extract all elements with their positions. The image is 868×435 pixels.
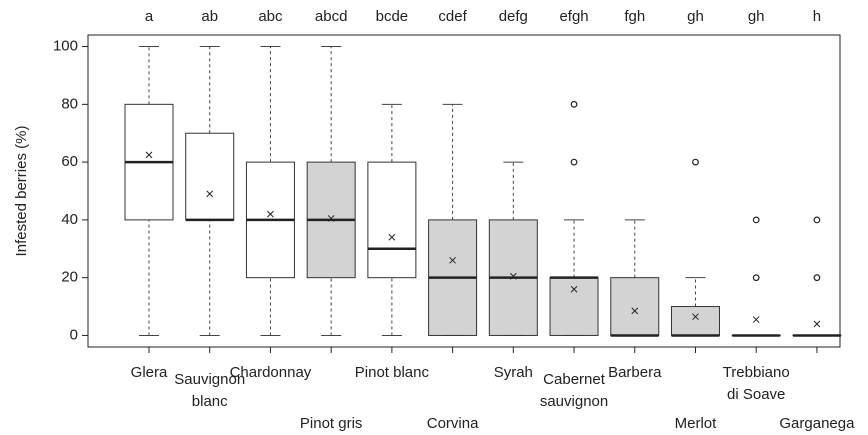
mean-marker — [327, 215, 335, 222]
x-tick-label: di Soave — [727, 386, 785, 403]
mean-marker — [145, 151, 153, 159]
x-tick-label: Glera — [131, 364, 168, 381]
group-letter: efgh — [559, 8, 588, 25]
y-tick-label: 0 — [70, 326, 78, 343]
x-tick-label: Garganega — [779, 415, 855, 432]
box — [367, 161, 417, 279]
y-tick-label: 60 — [61, 153, 78, 170]
mean-marker — [509, 272, 517, 280]
mean-marker — [449, 256, 456, 264]
outlier — [813, 274, 821, 282]
group-letter: gh — [687, 8, 704, 25]
mean-marker — [813, 320, 821, 328]
group-letter: h — [813, 8, 821, 25]
mean-marker — [267, 210, 274, 218]
outlier — [813, 216, 821, 224]
group-letter: bcde — [376, 8, 409, 25]
x-tick-label: Sauvignon — [174, 371, 245, 388]
group-letter: a — [145, 8, 154, 25]
group-letter: ab — [201, 8, 218, 25]
box — [670, 306, 720, 336]
group-letter: defg — [499, 8, 528, 25]
x-tick-label: sauvignon — [540, 393, 608, 410]
y-tick-label: 40 — [61, 211, 78, 228]
mean-marker — [570, 285, 578, 293]
x-tick-label: Syrah — [494, 364, 533, 381]
y-axis-label: Infested berries (%) — [13, 126, 30, 257]
y-tick-label: 100 — [53, 38, 78, 55]
box — [549, 277, 599, 336]
x-tick-label: blanc — [192, 393, 228, 410]
group-letter: cdef — [438, 8, 467, 25]
x-tick-label: Pinot blanc — [355, 364, 430, 381]
group-letter: fgh — [624, 8, 645, 25]
x-tick-label: Cabernet — [543, 371, 606, 388]
mean-marker — [752, 316, 760, 323]
x-tick-label: Corvina — [427, 415, 479, 432]
outlier — [752, 216, 760, 224]
mean-marker — [631, 307, 639, 315]
x-tick-label: Chardonnay — [230, 364, 312, 381]
x-tick-label: Merlot — [675, 415, 718, 432]
plot-frame — [87, 34, 841, 348]
outlier — [692, 158, 699, 166]
outlier — [570, 158, 578, 166]
mean-marker — [388, 233, 396, 241]
x-tick-label: Trebbiano — [723, 364, 790, 381]
box — [610, 277, 660, 336]
outlier — [752, 274, 760, 282]
mean-marker — [692, 313, 699, 321]
mean-marker — [206, 190, 214, 198]
box — [185, 132, 235, 221]
x-tick-label: Pinot gris — [300, 415, 363, 432]
outlier — [570, 100, 578, 108]
y-tick-label: 20 — [61, 269, 78, 286]
group-letter: gh — [748, 8, 765, 25]
group-letter: abcd — [315, 8, 348, 25]
group-letter: abc — [258, 8, 283, 25]
x-tick-label: Barbera — [608, 364, 662, 381]
y-tick-label: 80 — [61, 95, 78, 112]
